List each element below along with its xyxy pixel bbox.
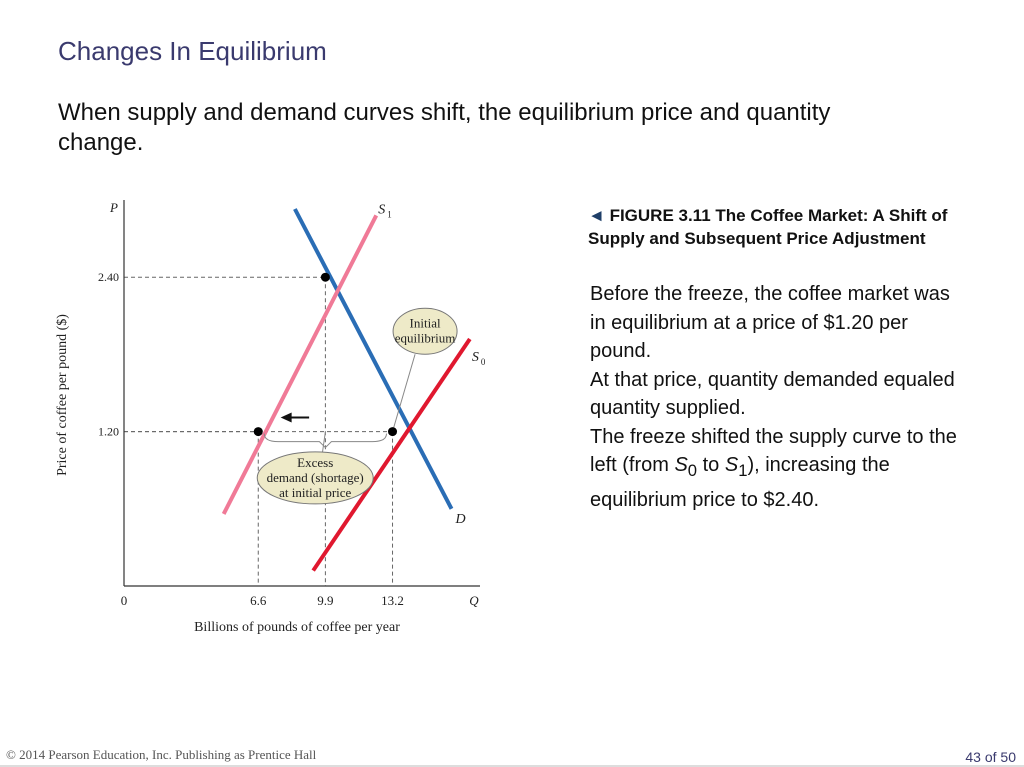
- y-tick-label-0: 1.20: [98, 425, 119, 439]
- caption-paragraph-3: The freeze shifted the supply curve to t…: [590, 423, 970, 515]
- caption-p3-start: The freeze shifted the supply curve to t…: [590, 425, 957, 477]
- footer-page-number: 43 of 50: [965, 749, 1016, 765]
- shift-arrow-head: [280, 412, 292, 423]
- initial-equilibrium-line-1: equilibrium: [395, 331, 456, 346]
- excess-demand-line-1: demand (shortage): [267, 470, 364, 485]
- curve-label-subscript-1: 1: [387, 209, 392, 219]
- equilibrium-point-2: [388, 427, 398, 437]
- equilibrium-point-1: [253, 427, 263, 437]
- curve-label-subscript-0: 0: [481, 357, 486, 367]
- equilibrium-point-0: [320, 272, 330, 282]
- caption-s1-symbol: S: [724, 454, 739, 476]
- y-tick-label-1: 2.40: [98, 270, 119, 284]
- figure-caption-body: Before the freeze, the coffee market was…: [590, 280, 970, 514]
- footer-bar: [0, 765, 1024, 767]
- y-axis-label: Price of coffee per pound ($): [55, 314, 70, 476]
- intro-text: When supply and demand curves shift, the…: [58, 99, 831, 156]
- footer-copyright: © 2014 Pearson Education, Inc. Publishin…: [6, 747, 317, 762]
- caption-p3-end: ), increasing the equilibrium price to $…: [590, 454, 890, 511]
- initial-equilibrium-bubble: [392, 307, 458, 355]
- x-tick-label-0: 6.6: [250, 593, 267, 608]
- excess-demand-line-2: at initial price: [279, 485, 351, 500]
- x-axis-letter: Q: [469, 593, 479, 608]
- caption-p3-mid: to: [697, 454, 725, 476]
- curve-d: [293, 208, 454, 510]
- caption-s0-symbol: S: [674, 454, 688, 476]
- caption-s0-subscript: 0: [687, 461, 698, 480]
- triangle-left-icon: ◄: [588, 206, 605, 225]
- caption-s1-subscript: 1: [738, 461, 748, 480]
- figure-title: The Coffee Market: A Shift of Supply and…: [588, 206, 948, 248]
- curve-s0: [311, 337, 472, 572]
- initial-equilibrium-leader: [392, 354, 416, 432]
- initial-equilibrium-line-0: Initial: [410, 316, 441, 331]
- x-tick-label-2: 13.2: [381, 593, 404, 608]
- curve-s1: [221, 214, 379, 515]
- figure-caption-title: ◄ FIGURE 3.11 The Coffee Market: A Shift…: [588, 204, 968, 250]
- caption-paragraph-2: At that price, quantity demanded equaled…: [590, 368, 955, 420]
- x-axis-label: Billions of pounds of coffee per year: [194, 620, 400, 635]
- curve-label-s0: S: [472, 350, 479, 365]
- curve-label-d: D: [455, 512, 466, 527]
- shortage-bracket: [263, 433, 388, 449]
- caption-paragraph-1: Before the freeze, the coffee market was…: [590, 283, 950, 362]
- excess-demand-bubble: [256, 451, 374, 505]
- excess-demand-line-0: Excess: [297, 455, 333, 470]
- x-tick-label-1: 9.9: [317, 593, 333, 608]
- slide-title: Changes In Equilibrium: [58, 36, 327, 66]
- curve-label-s1: S: [378, 202, 385, 217]
- y-axis-letter: P: [109, 200, 118, 215]
- figure-label: FIGURE 3.11: [609, 206, 711, 225]
- origin-label: 0: [121, 593, 128, 608]
